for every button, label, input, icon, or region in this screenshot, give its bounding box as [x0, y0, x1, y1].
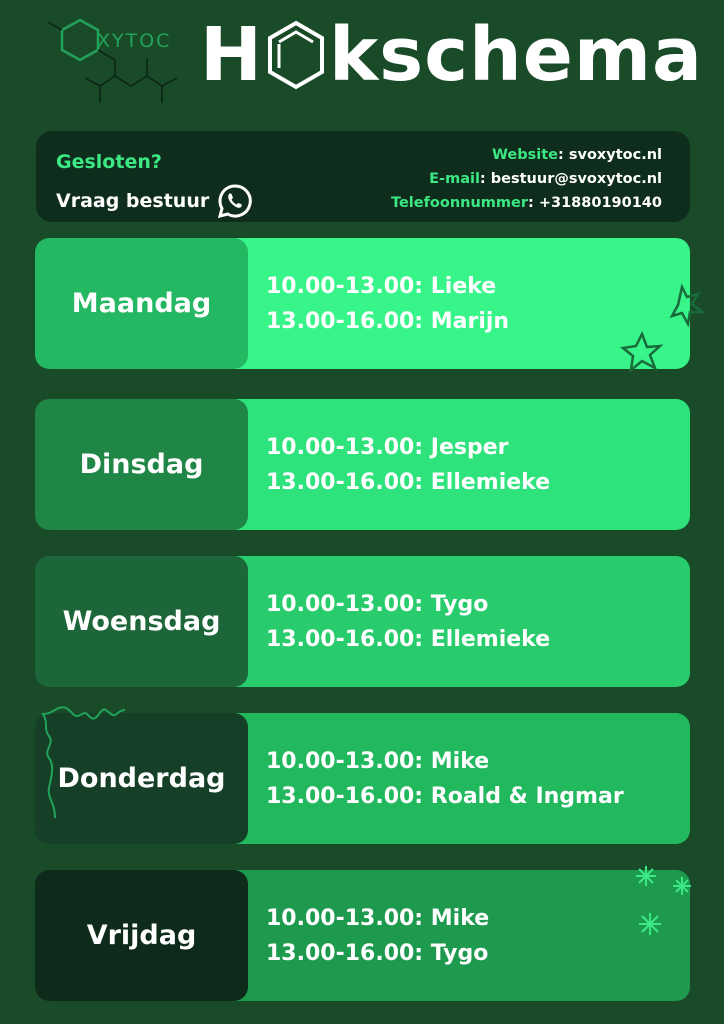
- day-row: Vrijdag 10.00-13.00: Mike 13.00-16.00: T…: [35, 870, 690, 1001]
- logo-text: XYTOC: [97, 30, 172, 52]
- contact-phone[interactable]: Telefoonnummer: +31880190140: [390, 195, 662, 211]
- ask-board: Vraag bestuur: [56, 183, 253, 219]
- day-row: Donderdag 10.00-13.00: Mike 13.00-16.00:…: [35, 713, 690, 844]
- ask-label: Vraag bestuur: [56, 190, 210, 212]
- star-decoration-icon: [620, 283, 706, 373]
- shift-item: 13.00-16.00: Ellemieke: [266, 626, 551, 652]
- shift-item: 10.00-13.00: Mike: [266, 905, 490, 931]
- contact-value: bestuur@svoxytoc.nl: [490, 171, 662, 187]
- shift-item: 13.00-16.00: Marijn: [266, 308, 510, 334]
- day-row: Woensdag 10.00-13.00: Tygo 13.00-16.00: …: [35, 556, 690, 687]
- contact-email[interactable]: E-mail: bestuur@svoxytoc.nl: [429, 171, 662, 187]
- contact-label: Website: [491, 147, 558, 163]
- contact-label: Telefoonnummer: [390, 195, 528, 211]
- day-row: Maandag 10.00-13.00: Lieke 13.00-16.00: …: [35, 238, 690, 369]
- day-label: Donderdag: [35, 713, 248, 844]
- shift-item: 10.00-13.00: Jesper: [266, 434, 509, 460]
- contact-label: E-mail: [429, 171, 480, 187]
- closed-label: Gesloten?: [56, 151, 162, 173]
- day-label: Dinsdag: [35, 399, 248, 530]
- day-label: Maandag: [35, 238, 248, 369]
- shift-item: 13.00-16.00: Ellemieke: [266, 469, 551, 495]
- shift-item: 13.00-16.00: Tygo: [266, 940, 489, 966]
- day-row: Dinsdag 10.00-13.00: Jesper 13.00-16.00:…: [35, 399, 690, 530]
- squiggle-decoration-icon: [41, 706, 126, 819]
- shift-list: 10.00-13.00: Mike 13.00-16.00: Roald & I…: [234, 713, 690, 844]
- sparkle-decoration-icon: [636, 866, 691, 935]
- contact-list: Website: svoxytoc.nl E-mail: bestuur@svo…: [391, 143, 662, 215]
- shift-item: 10.00-13.00: Mike: [266, 748, 490, 774]
- oxytoc-logo: [47, 18, 178, 103]
- day-label: Woensdag: [35, 556, 248, 687]
- title-part: H: [200, 12, 263, 98]
- shift-item: 10.00-13.00: Lieke: [266, 273, 497, 299]
- day-label: Vrijdag: [35, 870, 248, 1001]
- page-title: H kschema: [200, 18, 703, 92]
- whatsapp-icon[interactable]: [217, 183, 253, 219]
- shift-list: 10.00-13.00: Mike 13.00-16.00: Tygo: [234, 870, 690, 1001]
- shift-list: 10.00-13.00: Jesper 13.00-16.00: Ellemie…: [234, 399, 690, 530]
- shift-item: 10.00-13.00: Tygo: [266, 591, 489, 617]
- shift-list: 10.00-13.00: Lieke 13.00-16.00: Marijn: [234, 238, 690, 369]
- title-part: kschema: [328, 12, 703, 98]
- contact-value: svoxytoc.nl: [568, 147, 662, 163]
- shift-item: 13.00-16.00: Roald & Ingmar: [266, 783, 624, 809]
- benzene-ring-icon: [267, 20, 324, 90]
- contact-website[interactable]: Website: svoxytoc.nl: [491, 147, 662, 163]
- contact-panel: Gesloten? Vraag bestuur Website: svoxyto…: [36, 131, 690, 222]
- shift-list: 10.00-13.00: Tygo 13.00-16.00: Ellemieke: [234, 556, 690, 687]
- contact-value: +31880190140: [538, 195, 662, 211]
